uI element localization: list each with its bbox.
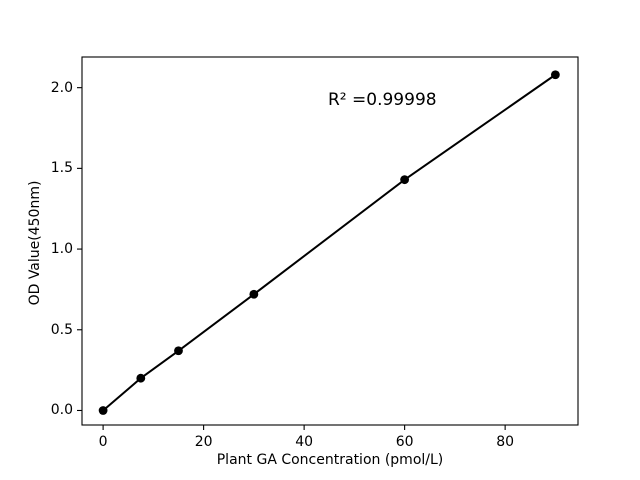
- x-tick-label: 40: [295, 434, 314, 450]
- x-axis-label: Plant GA Concentration (pmol/L): [216, 452, 444, 468]
- y-tick-label: 0.0: [50, 402, 73, 419]
- x-tick-label: 20: [194, 434, 213, 450]
- data-point: [174, 346, 183, 356]
- data-point: [550, 70, 560, 80]
- y-tick-label: 2.0: [50, 79, 73, 96]
- x-tick-label: 0: [98, 434, 108, 450]
- data-point: [98, 406, 108, 415]
- r-squared-annotation: R² =0.99998: [328, 90, 437, 110]
- data-point: [249, 289, 259, 299]
- standard-curve-line: [102, 73, 557, 412]
- data-point: [400, 175, 410, 185]
- y-tick-label: 1.0: [50, 241, 73, 258]
- x-tick-label: 60: [395, 434, 414, 450]
- axes-spines: [81, 56, 579, 426]
- y-tick-label: 1.5: [50, 160, 73, 177]
- x-tick-label: 80: [496, 434, 515, 450]
- y-tick-label: 0.5: [50, 321, 73, 338]
- data-point: [136, 373, 146, 383]
